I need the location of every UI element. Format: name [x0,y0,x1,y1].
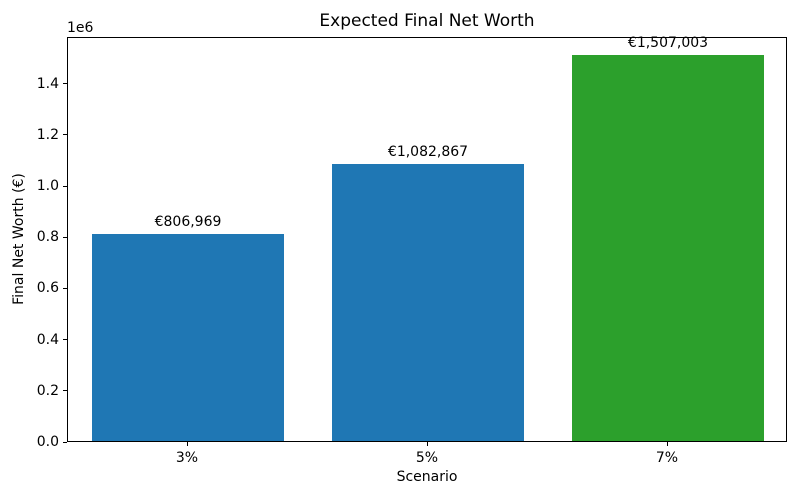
x-tick-mark [426,442,428,446]
y-tick-label: 1.0 [36,178,59,195]
bar-5% [332,163,524,441]
x-axis-label: Scenario [396,469,458,485]
x-tick-mark [186,442,188,446]
x-tick-label-5%: 5% [415,450,439,466]
y-tick-mark [63,236,67,238]
y-tick-mark [63,339,67,341]
y-tick-label: 0.8 [36,229,59,246]
plot-area: €806,969 €1,082,867 €1,507,003 [67,35,787,442]
bar-3% [92,234,284,441]
x-tick-label-7%: 7% [655,450,679,466]
bar-value-label: €1,507,003 [627,35,709,52]
bar-7% [572,55,764,441]
bar-value-label: €1,082,867 [387,143,469,160]
y-axis-scale-label: 1e6 [67,20,94,36]
x-tick-label-3%: 3% [175,450,199,466]
y-tick-mark [63,185,67,187]
y-tick-label: 0.2 [36,382,59,399]
chart-title: Expected Final Net Worth [319,11,535,31]
y-tick-label: 0.4 [36,331,59,348]
y-tick-mark [63,134,67,136]
y-tick-mark [63,441,67,443]
y-tick-label: 0.0 [36,434,59,450]
y-tick-label: 0.6 [36,280,59,297]
y-tick-mark [63,390,67,392]
bar-value-label: €806,969 [154,214,222,231]
x-tick-mark [666,442,668,446]
y-tick-label: 1.2 [36,126,59,143]
y-tick-mark [63,83,67,85]
y-tick-mark [63,287,67,289]
y-tick-label: 1.4 [36,75,59,92]
